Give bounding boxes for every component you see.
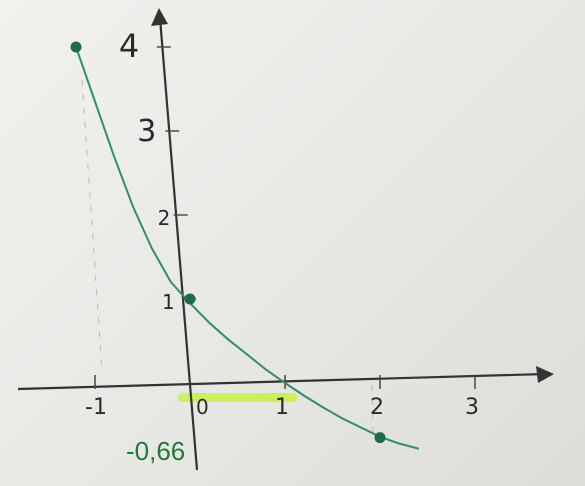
annotation-label: -0,66 bbox=[126, 436, 185, 466]
function-curve bbox=[75, 46, 419, 450]
x-ticks: -1 0 1 2 3 bbox=[85, 375, 479, 420]
x-tick-label: 1 bbox=[275, 395, 289, 420]
x-tick-label: -1 bbox=[85, 395, 107, 420]
y-ticks: 1 2 3 4 bbox=[119, 27, 197, 314]
y-tick-label: 2 bbox=[158, 206, 171, 230]
y-axis-arrow bbox=[151, 8, 168, 26]
y-tick-label: 1 bbox=[162, 290, 175, 314]
highlight-segment bbox=[178, 393, 297, 402]
x-tick-label: 2 bbox=[370, 395, 384, 420]
x-tick-label: 0 bbox=[196, 395, 209, 419]
data-point bbox=[374, 432, 386, 444]
dashed-guide-x-two bbox=[371, 384, 374, 441]
dashed-guide-x-minus-one bbox=[81, 79, 103, 371]
data-points bbox=[70, 41, 386, 444]
x-axis-arrow bbox=[536, 366, 554, 383]
y-tick-label: 4 bbox=[119, 27, 139, 65]
data-point bbox=[70, 41, 82, 53]
y-axis bbox=[158, 17, 199, 471]
data-point bbox=[184, 293, 196, 305]
y-tick-label: 3 bbox=[137, 114, 156, 149]
x-tick-label: 3 bbox=[465, 395, 479, 420]
